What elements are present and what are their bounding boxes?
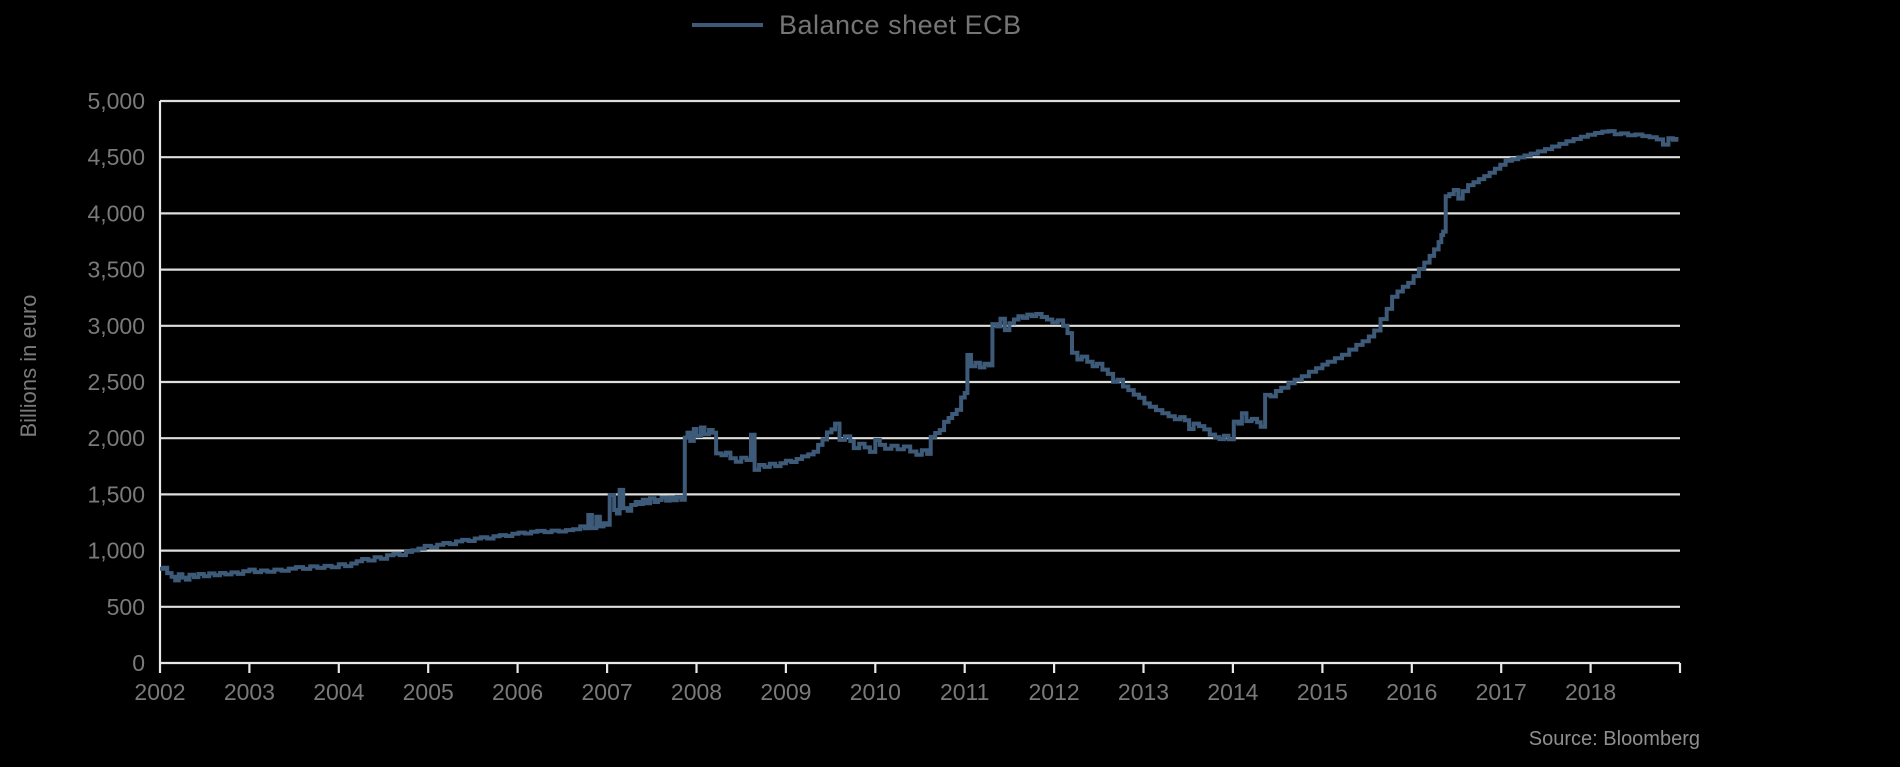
legend-line-swatch <box>692 23 763 27</box>
x-tick-label: 2009 <box>760 679 811 705</box>
x-tick-label: 2012 <box>1029 679 1080 705</box>
x-tick-label: 2016 <box>1386 679 1437 705</box>
y-tick-label: 3,000 <box>87 313 145 339</box>
x-tick-label: 2005 <box>403 679 454 705</box>
y-tick-label: 1,500 <box>87 481 145 507</box>
x-tick-label: 2006 <box>492 679 543 705</box>
x-tick-label: 2015 <box>1297 679 1348 705</box>
y-tick-label: 4,000 <box>87 200 145 226</box>
x-tick-label: 2011 <box>940 679 989 705</box>
x-tick-label: 2004 <box>313 679 364 705</box>
x-tick-label: 2018 <box>1565 679 1616 705</box>
y-tick-label: 2,500 <box>87 369 145 395</box>
x-tick-label: 2010 <box>850 679 901 705</box>
x-tick-label: 2014 <box>1207 679 1258 705</box>
x-tick-label: 2017 <box>1476 679 1527 705</box>
y-tick-label: 500 <box>107 594 145 620</box>
x-tick-label: 2008 <box>671 679 722 705</box>
y-tick-label: 3,500 <box>87 257 145 283</box>
y-tick-label: 4,500 <box>87 144 145 170</box>
y-tick-label: 2,000 <box>87 425 145 451</box>
y-tick-label: 1,000 <box>87 538 145 564</box>
x-tick-label: 2002 <box>134 679 185 705</box>
source-note: Source: Bloomberg <box>1528 728 1700 750</box>
legend: Balance sheet ECB <box>692 8 1022 42</box>
legend-label: Balance sheet ECB <box>779 9 1022 40</box>
x-tick-label: 2013 <box>1118 679 1169 705</box>
x-tick-label: 2007 <box>582 679 633 705</box>
x-tick-label: 2003 <box>224 679 275 705</box>
data-line-balance-sheet-ecb <box>160 129 1679 583</box>
y-tick-label: 0 <box>132 650 145 676</box>
y-tick-label: 5,000 <box>87 88 145 114</box>
